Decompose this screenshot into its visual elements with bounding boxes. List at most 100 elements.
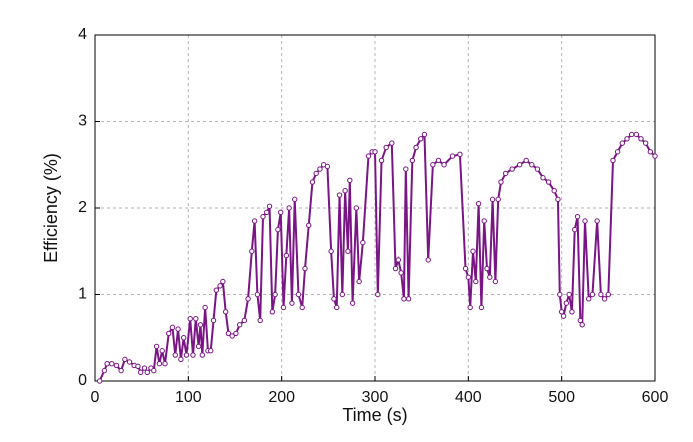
data-point xyxy=(249,248,255,254)
data-point xyxy=(122,356,128,363)
data-point xyxy=(475,200,482,207)
data-point xyxy=(467,304,473,311)
data-point xyxy=(557,291,563,298)
data-point xyxy=(345,248,351,254)
data-point xyxy=(398,270,404,276)
data-point xyxy=(328,248,334,254)
data-point xyxy=(331,296,337,302)
data-point xyxy=(278,209,284,216)
data-point xyxy=(605,291,612,298)
data-point xyxy=(413,144,419,151)
data-point xyxy=(598,291,604,298)
data-point xyxy=(647,149,654,155)
data-point xyxy=(313,170,319,177)
data-point xyxy=(502,170,509,177)
data-point xyxy=(178,356,184,363)
data-point xyxy=(425,257,431,263)
data-point xyxy=(251,218,258,224)
data-point xyxy=(229,333,235,339)
data-point xyxy=(610,157,616,164)
data-point xyxy=(172,352,178,358)
x-tick-label: 400 xyxy=(455,389,482,406)
x-tick-label: 200 xyxy=(268,389,295,406)
data-point xyxy=(195,343,202,350)
data-point xyxy=(292,196,298,203)
data-point xyxy=(260,213,266,220)
data-point xyxy=(586,296,592,302)
data-point xyxy=(118,367,124,374)
data-point xyxy=(225,330,232,337)
data-point xyxy=(365,153,372,159)
y-tick-label: 4 xyxy=(78,26,87,43)
data-point xyxy=(572,226,578,233)
data-line xyxy=(98,131,656,382)
data-point xyxy=(104,361,110,367)
data-point xyxy=(169,324,176,331)
y-tick-label: 0 xyxy=(78,372,87,389)
data-point xyxy=(347,177,353,184)
data-point xyxy=(555,196,561,203)
data-point xyxy=(560,313,567,319)
data-point xyxy=(624,136,630,142)
data-point xyxy=(159,348,165,354)
data-point xyxy=(210,317,217,324)
data-point xyxy=(324,163,331,170)
data-point xyxy=(233,330,239,337)
data-point xyxy=(96,378,103,384)
data-point xyxy=(489,196,496,203)
data-point xyxy=(175,326,181,332)
data-point xyxy=(372,149,378,155)
data-point xyxy=(334,304,340,311)
data-point xyxy=(498,179,504,185)
data-point xyxy=(435,157,442,164)
data-point xyxy=(190,352,196,358)
data-point xyxy=(208,348,214,354)
data-point xyxy=(113,362,120,369)
data-point xyxy=(628,131,635,138)
data-point xyxy=(633,131,640,138)
data-point xyxy=(642,140,649,146)
data-point xyxy=(336,192,343,198)
y-tick-label: 1 xyxy=(78,286,87,303)
data-point xyxy=(462,265,469,272)
data-point xyxy=(141,365,148,371)
x-tick-label: 0 xyxy=(91,389,100,406)
data-point xyxy=(317,166,323,172)
data-point xyxy=(421,131,428,138)
data-point xyxy=(213,287,220,293)
data-point xyxy=(569,309,575,315)
data-point xyxy=(375,291,381,298)
y-axis-label: Efficiency (%) xyxy=(41,153,61,263)
data-point xyxy=(299,304,305,311)
x-axis-label: Time (s) xyxy=(342,405,407,425)
data-point xyxy=(492,278,499,285)
data-point xyxy=(529,162,535,168)
data-point xyxy=(217,283,223,289)
data-point xyxy=(449,153,456,159)
data-point xyxy=(183,352,190,358)
data-point xyxy=(516,162,523,168)
data-point xyxy=(360,239,366,246)
data-point xyxy=(601,296,608,302)
data-point xyxy=(349,300,356,306)
data-point xyxy=(405,296,412,302)
data-point xyxy=(339,291,346,298)
data-point xyxy=(286,205,292,211)
data-point xyxy=(295,291,302,298)
data-point xyxy=(264,209,270,216)
data-point xyxy=(614,149,621,155)
data-point xyxy=(272,291,278,298)
data-point xyxy=(153,343,160,350)
data-point xyxy=(180,335,187,341)
data-point xyxy=(283,252,290,259)
data-point xyxy=(540,175,546,181)
data-point xyxy=(342,188,348,194)
data-point xyxy=(545,179,552,185)
data-point xyxy=(551,188,557,194)
data-point xyxy=(269,309,276,315)
data-point xyxy=(275,226,281,233)
data-point xyxy=(166,330,172,337)
data-point xyxy=(197,322,204,328)
data-point xyxy=(401,296,407,302)
data-point xyxy=(126,359,133,365)
